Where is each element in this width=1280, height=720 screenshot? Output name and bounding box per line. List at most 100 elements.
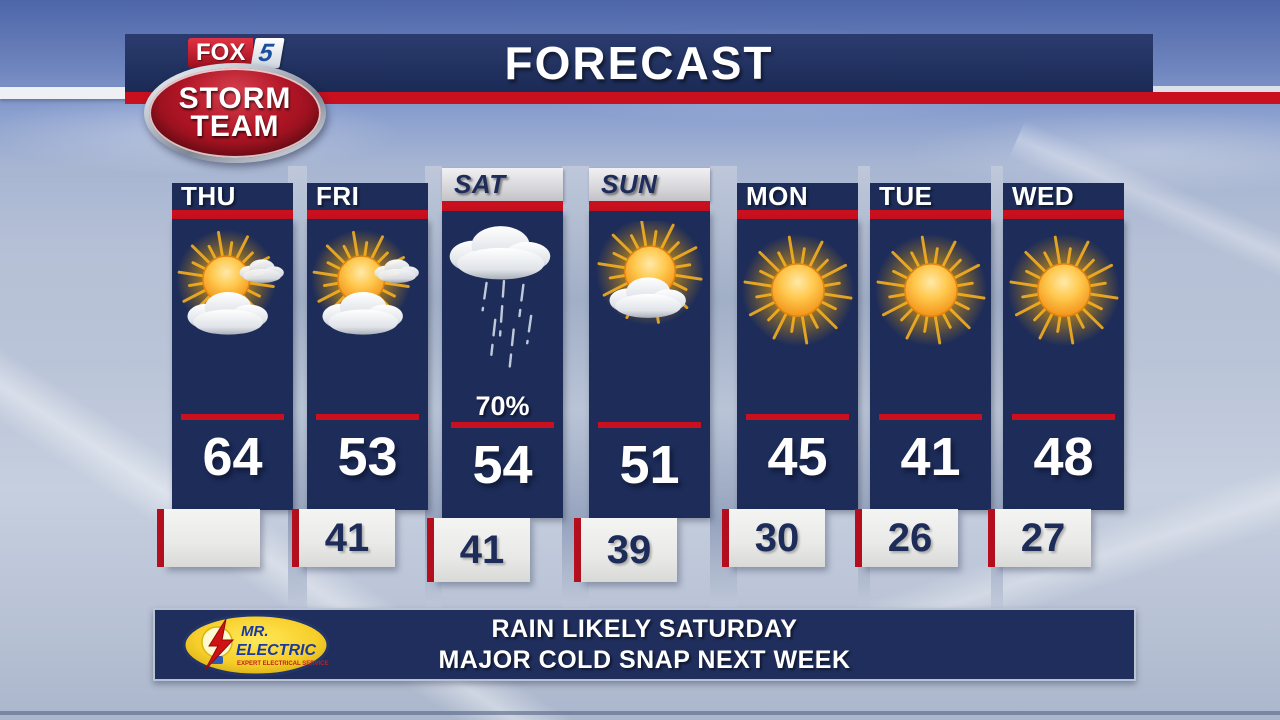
low-temp: 30 bbox=[754, 515, 800, 560]
day-name: SUN bbox=[601, 169, 658, 199]
red-stripe bbox=[589, 201, 710, 211]
backdrop-band bbox=[425, 166, 442, 610]
red-stripe bbox=[737, 210, 858, 219]
banner-text: RAIN LIKELY SATURDAY MAJOR COLD SNAP NEX… bbox=[155, 610, 1134, 679]
red-bar bbox=[427, 518, 434, 582]
high-temp: 54 bbox=[472, 435, 533, 495]
weather-icon-partly-cloudy bbox=[170, 229, 296, 355]
high-temp: 53 bbox=[337, 427, 398, 487]
red-stripe bbox=[307, 210, 428, 219]
red-stripe bbox=[316, 414, 419, 420]
red-stripe bbox=[1012, 414, 1115, 420]
forecast-day-column: FRI 53 41 bbox=[292, 168, 428, 567]
day-name-header: MON bbox=[737, 183, 858, 210]
low-temp-box: 39 bbox=[574, 518, 677, 582]
forecast-day-column: TUE 41 26 bbox=[855, 168, 991, 567]
high-temp: 45 bbox=[767, 427, 828, 487]
red-bar bbox=[855, 509, 862, 567]
day-name: THU bbox=[181, 181, 236, 211]
day-panel: 45 bbox=[737, 219, 858, 510]
fox5-badge: FOX 5 bbox=[188, 38, 329, 68]
bottom-banner: RAIN LIKELY SATURDAY MAJOR COLD SNAP NEX… bbox=[153, 608, 1136, 681]
red-bar bbox=[574, 518, 581, 582]
red-stripe bbox=[598, 422, 701, 428]
backdrop-bottom-line bbox=[0, 711, 1280, 715]
low-temp: 41 bbox=[459, 527, 505, 572]
day-name-header: WED bbox=[1003, 183, 1124, 210]
red-stripe bbox=[172, 210, 293, 219]
high-temp: 64 bbox=[202, 427, 263, 487]
red-bar bbox=[988, 509, 995, 567]
weather-icon-partly-cloudy bbox=[305, 229, 431, 355]
low-temp-box: 27 bbox=[988, 509, 1091, 567]
high-temp: 48 bbox=[1033, 427, 1094, 487]
backdrop-band bbox=[991, 166, 1003, 610]
red-stripe bbox=[746, 414, 849, 420]
day-name: WED bbox=[1012, 181, 1075, 211]
low-temp: 41 bbox=[324, 515, 370, 560]
red-bar bbox=[722, 509, 729, 567]
weather-icon-rain bbox=[440, 221, 566, 391]
storm-label: STORM bbox=[178, 81, 292, 115]
lightning-bolt-icon bbox=[204, 618, 235, 671]
day-name: FRI bbox=[316, 181, 360, 211]
sponsor-name-line2: ELECTRIC bbox=[236, 642, 316, 659]
forecast-day-column: MON 45 30 bbox=[722, 168, 858, 567]
day-panel: 64 bbox=[172, 219, 293, 510]
low-temp: 27 bbox=[1020, 515, 1066, 560]
day-panel: 41 bbox=[870, 219, 991, 510]
forecast-day-column: WED 48 27 bbox=[988, 168, 1124, 567]
sponsor-name-line1: MR. bbox=[241, 623, 269, 640]
low-temp: 26 bbox=[887, 515, 933, 560]
page-title: FORECAST bbox=[504, 37, 774, 89]
high-temp: 41 bbox=[900, 427, 961, 487]
low-temp-box: 41 bbox=[427, 518, 530, 582]
low-temp-box: 26 bbox=[855, 509, 958, 567]
low-temp: 39 bbox=[606, 527, 652, 572]
day-panel: 53 bbox=[307, 219, 428, 510]
day-panel: 70% 54 bbox=[442, 211, 563, 518]
precip-chance: 70% bbox=[475, 390, 530, 421]
day-panel: 51 bbox=[589, 211, 710, 518]
team-label: TEAM bbox=[190, 110, 280, 143]
weather-icon-sunny bbox=[868, 229, 994, 355]
fox5-storm-team-logo: FOX 5 STORM TEAM bbox=[144, 38, 329, 163]
day-name: MON bbox=[746, 181, 809, 211]
low-temp-box: 41 bbox=[292, 509, 395, 567]
day-name: SAT bbox=[454, 169, 506, 199]
weather-icon-sunny bbox=[735, 229, 861, 355]
high-temp: 51 bbox=[619, 435, 680, 495]
red-bar bbox=[157, 509, 164, 567]
banner-line-1: RAIN LIKELY SATURDAY bbox=[491, 614, 798, 643]
day-name-header: THU bbox=[172, 183, 293, 210]
sponsor-tagline: EXPERT ELECTRICAL SERVICE bbox=[237, 661, 328, 667]
storm-team-oval: STORM TEAM bbox=[144, 63, 326, 163]
banner-line-2: MAJOR COLD SNAP NEXT WEEK bbox=[438, 645, 851, 674]
mr-electric-logo: MR. ELECTRIC EXPERT ELECTRICAL SERVICE bbox=[182, 613, 330, 677]
red-stripe bbox=[442, 201, 563, 211]
backdrop-right-line bbox=[1153, 86, 1280, 92]
header-red-stripe bbox=[125, 92, 1280, 104]
day-name-header: FRI bbox=[307, 183, 428, 210]
red-stripe bbox=[1003, 210, 1124, 219]
low-temp-box bbox=[157, 509, 260, 567]
red-stripe bbox=[181, 414, 284, 420]
red-stripe bbox=[879, 414, 982, 420]
forecast-day-column: THU 64 bbox=[157, 168, 293, 567]
day-name-header: TUE bbox=[870, 183, 991, 210]
forecast-days-row: THU 64 bbox=[0, 168, 1280, 588]
low-temp-box: 30 bbox=[722, 509, 825, 567]
red-bar bbox=[292, 509, 299, 567]
backdrop-band bbox=[858, 166, 870, 610]
forecast-day-column: SAT 70% 54 41 bbox=[427, 168, 563, 582]
day-panel: 48 bbox=[1003, 219, 1124, 510]
red-stripe bbox=[451, 422, 554, 428]
weather-icon-sunny bbox=[1001, 229, 1127, 355]
day-name-header: SUN bbox=[589, 168, 710, 201]
day-name-header: SAT bbox=[442, 168, 563, 201]
weather-icon-mostly-sunny bbox=[587, 221, 713, 347]
forecast-day-column: SUN 51 39 bbox=[574, 168, 710, 582]
red-stripe bbox=[870, 210, 991, 219]
day-name: TUE bbox=[879, 181, 933, 211]
